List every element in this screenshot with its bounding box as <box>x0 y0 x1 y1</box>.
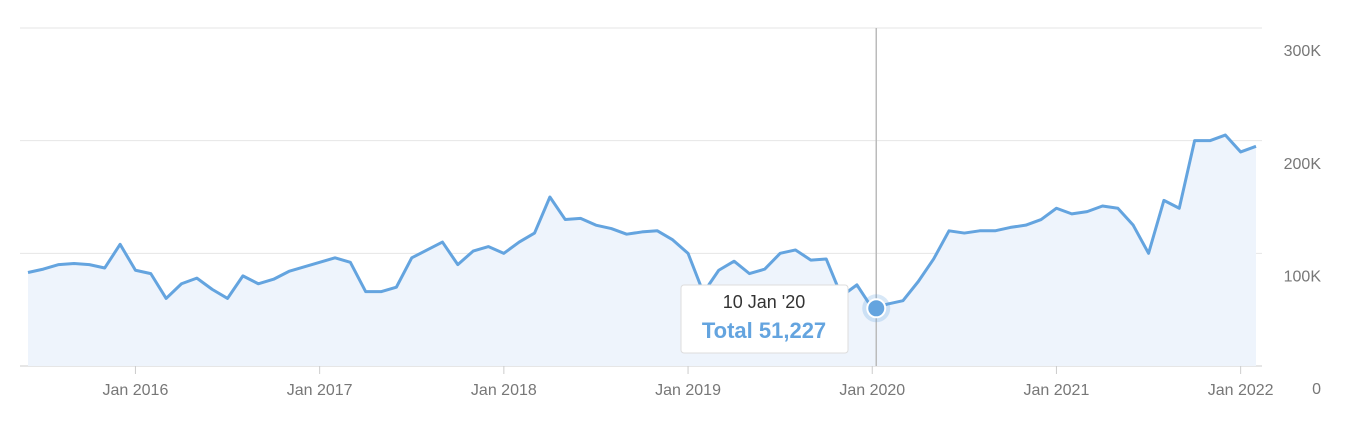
x-tick-label: Jan 2018 <box>471 382 537 399</box>
tooltip-date: 10 Jan '20 <box>723 292 806 312</box>
y-tick-label: 0 <box>1312 381 1321 398</box>
y-tick-label: 100K <box>1284 269 1322 286</box>
tooltip-value: Total 51,227 <box>702 318 826 343</box>
x-tick-label: Jan 2022 <box>1208 382 1274 399</box>
x-tick-label: Jan 2017 <box>287 382 353 399</box>
x-tick-label: Jan 2019 <box>655 382 721 399</box>
tooltip-box <box>680 284 849 354</box>
x-tick-label: Jan 2020 <box>839 382 905 399</box>
y-tick-label: 200K <box>1284 156 1322 173</box>
hover-point <box>866 298 887 319</box>
y-tick-label: 300K <box>1284 43 1322 60</box>
x-tick-label: Jan 2016 <box>103 382 169 399</box>
area-fill <box>28 135 1256 366</box>
tooltip-number: 51,227 <box>759 318 826 343</box>
x-tick-label: Jan 2021 <box>1024 382 1090 399</box>
tooltip-series: Total <box>702 318 753 343</box>
tooltip: 10 Jan '20 Total 51,227 <box>680 284 849 354</box>
line <box>27 133 1257 310</box>
